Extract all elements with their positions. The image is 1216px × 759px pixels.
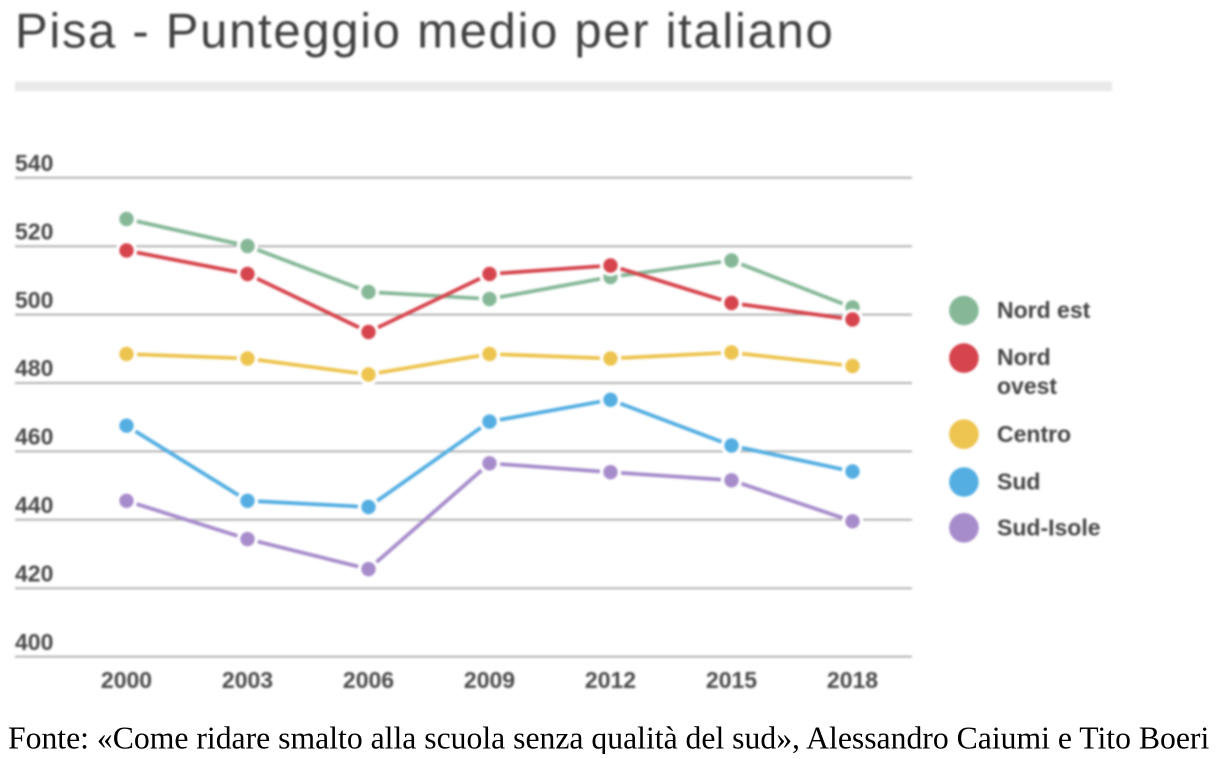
svg-text:Sud-Isole: Sud-Isole <box>997 515 1101 541</box>
svg-text:480: 480 <box>15 355 53 381</box>
svg-text:460: 460 <box>15 424 53 450</box>
svg-text:2000: 2000 <box>101 667 152 693</box>
svg-text:540: 540 <box>15 150 53 176</box>
svg-text:2012: 2012 <box>585 667 636 693</box>
svg-text:ovest: ovest <box>997 373 1057 399</box>
svg-text:520: 520 <box>15 218 53 244</box>
svg-text:Nord: Nord <box>997 344 1051 370</box>
svg-text:Centro: Centro <box>997 421 1071 447</box>
svg-text:Pisa - Punteggio medio per ita: Pisa - Punteggio medio per italiano <box>15 5 834 59</box>
svg-text:2003: 2003 <box>222 667 273 693</box>
svg-text:420: 420 <box>15 560 53 586</box>
svg-text:440: 440 <box>15 492 53 518</box>
svg-text:2009: 2009 <box>464 667 515 693</box>
svg-text:2006: 2006 <box>343 667 394 693</box>
svg-text:500: 500 <box>15 287 53 313</box>
svg-text:400: 400 <box>15 629 53 655</box>
svg-text:Sud: Sud <box>997 469 1040 495</box>
svg-text:Fonte: «Come ridare smalto all: Fonte: «Come ridare smalto alla scuola s… <box>8 721 1209 755</box>
svg-text:Nord est: Nord est <box>997 297 1091 323</box>
svg-text:2015: 2015 <box>706 667 757 693</box>
svg-text:2018: 2018 <box>827 667 878 693</box>
